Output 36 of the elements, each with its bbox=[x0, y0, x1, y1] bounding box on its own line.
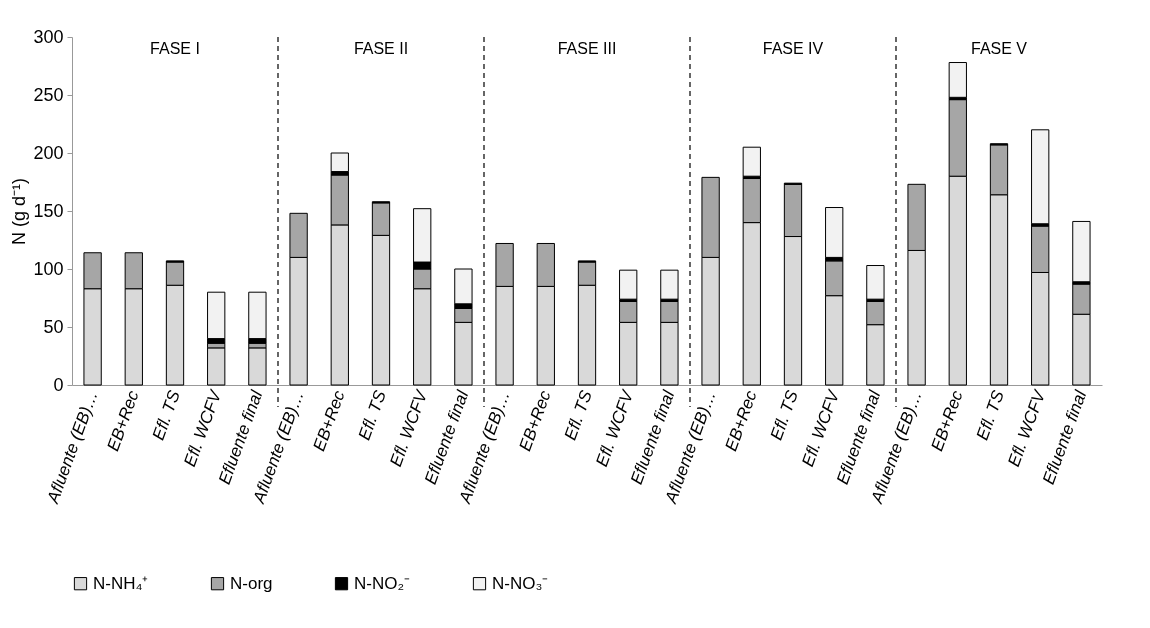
y-tick-label: 50 bbox=[43, 316, 64, 337]
bar bbox=[330, 152, 349, 173]
legend-label: N-org bbox=[230, 573, 273, 593]
bar bbox=[207, 291, 226, 340]
y-tick-label: 200 bbox=[33, 142, 64, 163]
x-tick-label: Efl. TS bbox=[354, 387, 391, 443]
annotation: FASE III bbox=[557, 40, 617, 57]
bar bbox=[742, 146, 761, 177]
bar bbox=[1072, 220, 1091, 283]
y-tick-label: 300 bbox=[33, 26, 64, 47]
bar bbox=[825, 207, 844, 258]
bar bbox=[866, 265, 885, 300]
y-tick-label: 150 bbox=[33, 200, 64, 221]
x-tick-label: Efl. TS bbox=[148, 387, 185, 443]
bar bbox=[948, 62, 967, 98]
x-tick-label: Efl. TS bbox=[560, 387, 597, 443]
bar bbox=[248, 291, 267, 340]
y-tick-label: 250 bbox=[33, 84, 64, 105]
bar bbox=[248, 347, 267, 386]
annotation: FASE I bbox=[150, 40, 200, 57]
legend-label: N-NH₄⁺ bbox=[93, 573, 149, 593]
annotation: FASE V bbox=[970, 40, 1028, 57]
x-tick-label: Efl. TS bbox=[766, 387, 803, 443]
legend-label: N-NO₃⁻ bbox=[492, 573, 549, 593]
bar bbox=[454, 268, 473, 305]
bar bbox=[207, 347, 226, 386]
annotation: FASE IV bbox=[762, 40, 824, 57]
bar bbox=[1031, 129, 1050, 225]
bar bbox=[619, 269, 638, 300]
legend-label: N-NO₂⁻ bbox=[354, 573, 411, 593]
y-axis-title: N (g d⁻¹) bbox=[9, 177, 30, 246]
annotation: FASE II bbox=[353, 40, 409, 57]
y-tick-label: 100 bbox=[33, 258, 64, 279]
y-tick-label: 0 bbox=[53, 374, 64, 395]
x-tick-label: Efl. TS bbox=[972, 387, 1009, 443]
bar bbox=[660, 269, 679, 300]
